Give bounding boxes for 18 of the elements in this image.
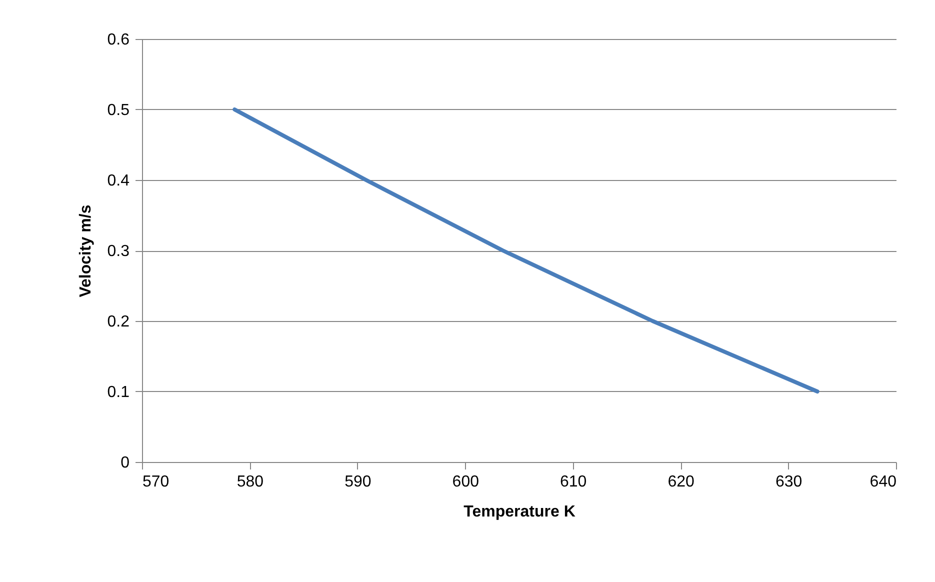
y-tick-label: 0.5 <box>107 102 130 119</box>
y-tick-label: 0.3 <box>107 243 130 260</box>
y-tick-label: 0 <box>120 454 130 472</box>
x-tick-label: 580 <box>236 474 264 490</box>
x-tick-label: 630 <box>775 474 802 490</box>
line-series <box>232 108 820 394</box>
x-tick-label: 570 <box>142 474 170 490</box>
y-tick-label: 0.1 <box>107 384 130 401</box>
y-tick-label: 0.2 <box>107 314 130 330</box>
x-tick-label: 590 <box>344 474 372 490</box>
y-axis-title: Velocity m/s <box>77 204 94 298</box>
x-tick-label: 640 <box>870 474 897 490</box>
y-tick-label: 0.4 <box>107 172 130 190</box>
x-axis-title: Temperature K <box>464 504 576 520</box>
y-tick-label: 0.6 <box>107 32 130 48</box>
x-tick-label: 600 <box>452 474 480 490</box>
x-tick-label: 620 <box>668 474 695 490</box>
x-tick-label: 610 <box>560 474 587 490</box>
